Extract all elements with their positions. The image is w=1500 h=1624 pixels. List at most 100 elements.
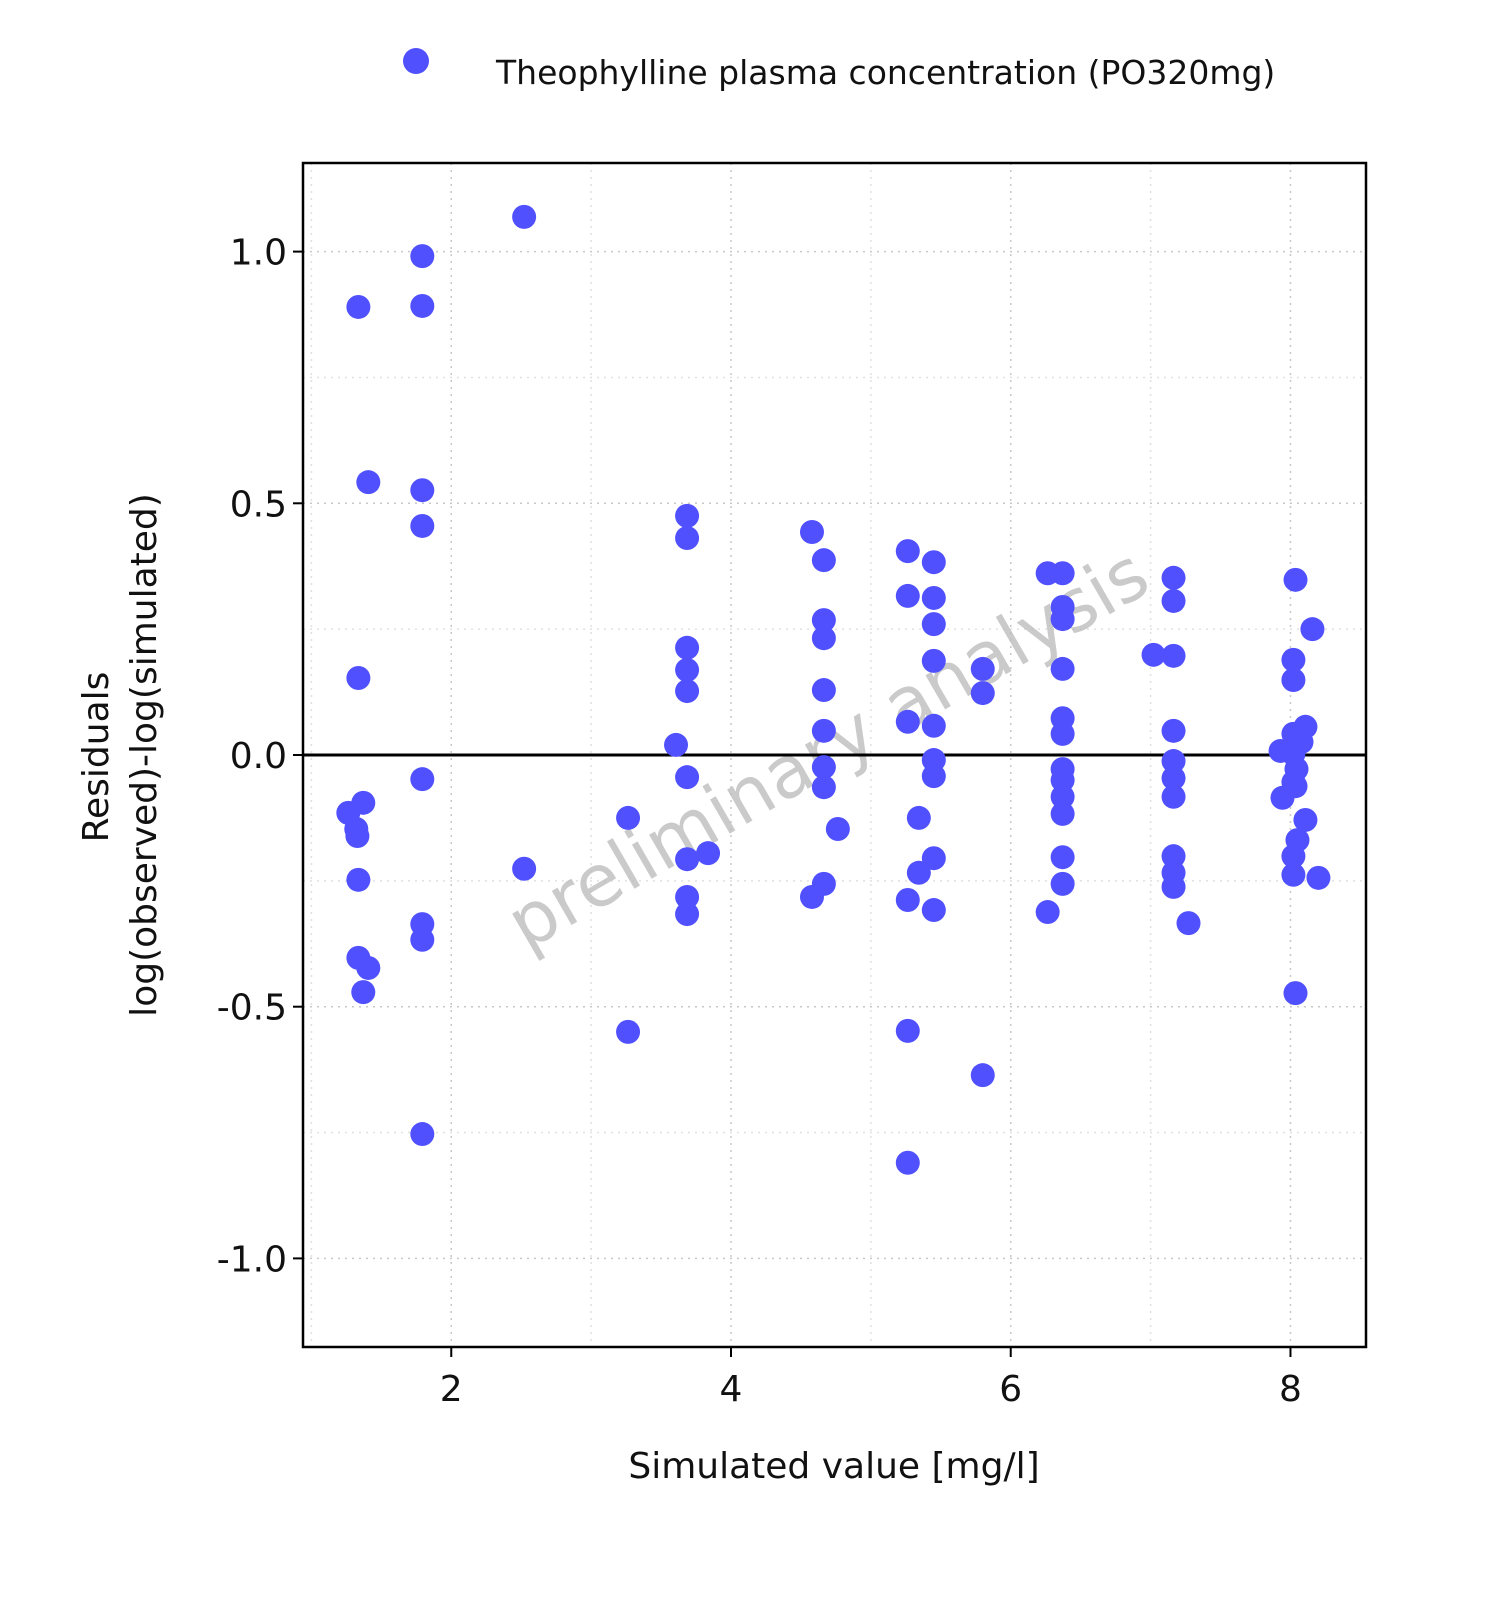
- data-point: [921, 713, 946, 738]
- data-point: [906, 860, 931, 885]
- data-point: [921, 846, 946, 871]
- data-point: [675, 526, 700, 551]
- data-point: [410, 767, 435, 792]
- data-point: [512, 204, 537, 229]
- data-point: [696, 841, 721, 866]
- data-point: [1283, 567, 1308, 592]
- y-axis-title-line2: log(observed)-log(simulated): [124, 493, 165, 1017]
- data-point: [811, 626, 836, 651]
- x-tick-label: 6: [999, 1369, 1022, 1410]
- data-point: [346, 294, 371, 319]
- data-point: [921, 648, 946, 673]
- data-point: [1050, 871, 1075, 896]
- data-point: [675, 657, 700, 682]
- data-point: [895, 709, 920, 734]
- data-point: [675, 635, 700, 660]
- y-tick-label: -1.0: [217, 1239, 287, 1280]
- x-tick-label: 4: [720, 1369, 743, 1410]
- data-point: [1050, 607, 1075, 632]
- data-point: [1161, 844, 1186, 869]
- y-tick-label: -0.5: [217, 988, 287, 1029]
- data-point: [1161, 874, 1186, 899]
- data-point: [811, 755, 836, 780]
- data-point: [356, 955, 381, 980]
- data-point: [799, 519, 824, 544]
- data-point: [1285, 828, 1310, 853]
- data-point: [616, 805, 641, 830]
- data-point: [921, 585, 946, 610]
- data-point: [811, 775, 836, 800]
- data-point: [1161, 784, 1186, 809]
- data-point: [811, 871, 836, 896]
- legend: Theophylline plasma concentration (PO320…: [403, 48, 1275, 92]
- data-point: [410, 244, 435, 269]
- data-point: [410, 927, 435, 952]
- data-point: [1300, 617, 1325, 642]
- data-point: [664, 732, 689, 757]
- data-point: [345, 824, 370, 849]
- data-point: [351, 980, 376, 1005]
- data-point: [1293, 807, 1318, 832]
- data-point: [1161, 565, 1186, 590]
- data-point: [616, 1019, 641, 1044]
- data-point: [1283, 774, 1308, 799]
- data-point: [921, 764, 946, 789]
- data-point: [1035, 900, 1060, 925]
- data-point: [970, 656, 995, 681]
- data-point: [346, 867, 371, 892]
- data-point: [675, 765, 700, 790]
- data-point: [921, 612, 946, 637]
- data-point: [1281, 647, 1306, 672]
- data-point: [1161, 718, 1186, 743]
- data-point: [811, 608, 836, 633]
- y-tick-label: 0.5: [230, 484, 287, 525]
- data-point: [811, 678, 836, 703]
- data-point: [410, 293, 435, 318]
- data-point: [1050, 768, 1075, 793]
- data-point: [1050, 656, 1075, 681]
- data-point: [675, 503, 700, 528]
- data-point: [895, 1150, 920, 1175]
- data-point: [356, 470, 381, 495]
- data-point: [512, 856, 537, 881]
- y-tick-label: 1.0: [230, 233, 287, 274]
- data-point: [825, 817, 850, 841]
- data-point: [351, 790, 376, 815]
- data-point: [811, 718, 836, 743]
- data-point: [410, 513, 435, 538]
- data-point: [895, 1018, 920, 1043]
- data-point: [1306, 865, 1331, 890]
- grid: [303, 163, 1366, 1347]
- data-point: [410, 1122, 435, 1147]
- data-point: [895, 887, 920, 912]
- x-tick-label: 2: [440, 1369, 463, 1410]
- y-tick-label: 0.0: [230, 736, 287, 777]
- data-point: [1283, 981, 1308, 1006]
- data-point: [1161, 643, 1186, 668]
- x-axis-title: Simulated value [mg/l]: [628, 1446, 1039, 1487]
- data-point: [675, 679, 700, 704]
- legend-label: Theophylline plasma concentration (PO320…: [495, 53, 1275, 92]
- x-tick-label: 8: [1279, 1369, 1302, 1410]
- y-axis-title-line1: Residuals: [76, 672, 117, 843]
- data-point: [1050, 784, 1075, 809]
- data-point: [1281, 667, 1306, 692]
- data-point: [1293, 714, 1318, 739]
- legend-marker: [403, 48, 429, 74]
- data-point: [1050, 801, 1075, 826]
- x-axis-ticks: 2 4 6 8: [440, 1347, 1302, 1410]
- data-point: [895, 583, 920, 608]
- data-point: [1176, 911, 1201, 936]
- data-point: [970, 1063, 995, 1088]
- data-point: [1284, 757, 1309, 782]
- data-point: [921, 550, 946, 575]
- data-point: [675, 884, 700, 909]
- data-point: [1161, 749, 1186, 774]
- y-axis-ticks: 1.0 0.5 0.0 -0.5 -1.0: [217, 233, 303, 1280]
- data-point: [675, 847, 700, 872]
- data-point: [346, 665, 371, 690]
- data-point: [1281, 862, 1306, 887]
- data-point: [1161, 766, 1186, 791]
- data-points: [336, 204, 1331, 1175]
